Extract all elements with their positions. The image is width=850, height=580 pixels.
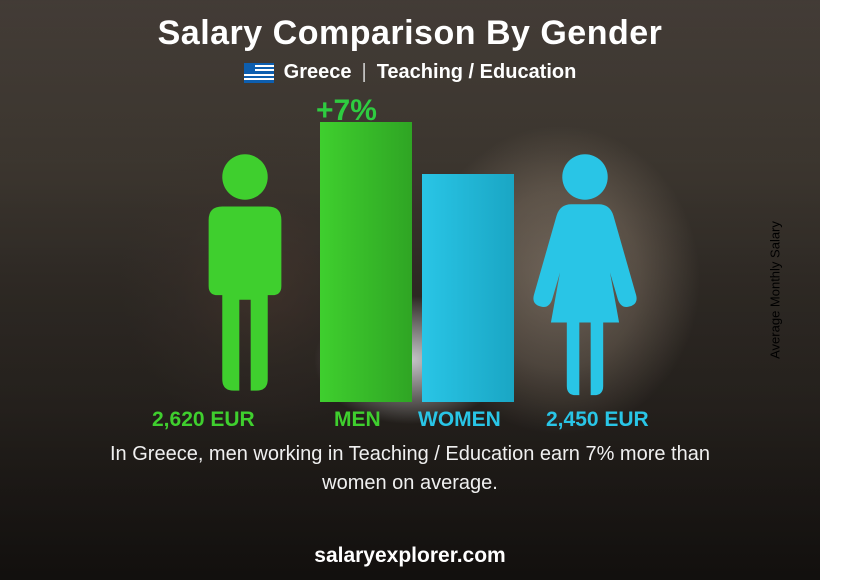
footer-link[interactable]: salaryexplorer.com (0, 544, 820, 568)
page-title: Salary Comparison By Gender (0, 0, 820, 53)
women-bar (422, 174, 514, 402)
men-label: MEN (334, 408, 381, 432)
men-bar (320, 122, 412, 402)
greece-flag-icon (244, 63, 274, 83)
chart-area: +7% 2,620 EUR MEN WOMEN 2,450 EUR (100, 102, 720, 432)
men-salary: 2,620 EUR (152, 408, 255, 432)
summary-text: In Greece, men working in Teaching / Edu… (90, 440, 730, 498)
male-icon (188, 152, 302, 402)
women-label: WOMEN (418, 408, 501, 432)
female-icon (528, 152, 642, 402)
separator: | (361, 61, 366, 84)
country-label: Greece (284, 61, 352, 84)
subtitle-row: Greece | Teaching / Education (0, 61, 820, 84)
infographic-content: Salary Comparison By Gender Greece | Tea… (0, 0, 820, 580)
labels-row: 2,620 EUR MEN WOMEN 2,450 EUR (100, 404, 720, 432)
women-salary: 2,450 EUR (546, 408, 649, 432)
sector-label: Teaching / Education (377, 61, 577, 84)
